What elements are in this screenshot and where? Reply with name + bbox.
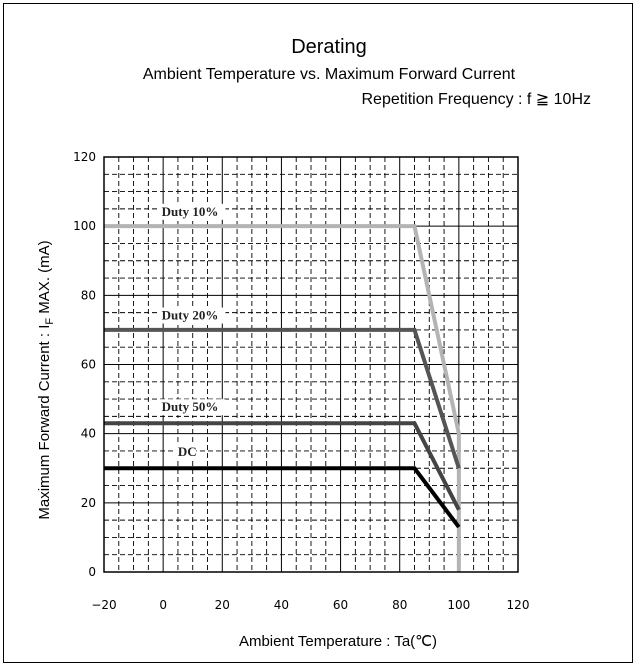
y-tick-label: 120 xyxy=(73,150,96,164)
x-tick-label: 80 xyxy=(392,598,407,612)
repetition-frequency-note: Repetition Frequency : f ≧ 10Hz xyxy=(361,91,591,108)
x-axis-label: Ambient Temperature : Ta(℃) xyxy=(239,633,437,650)
y-axis-label-subscript: F xyxy=(44,318,56,325)
y-axis-label-suffix: MAX. (mA) xyxy=(36,240,53,318)
series-label-bg-duty-20 xyxy=(158,307,226,324)
y-tick-label: 80 xyxy=(81,288,96,302)
plot-border xyxy=(103,156,519,573)
series-label-dc: DC xyxy=(178,444,197,459)
y-tick-label: 60 xyxy=(81,358,96,372)
series-label-bg-dc xyxy=(174,444,197,461)
y-axis-label-prefix: Maximum Forward Current : I xyxy=(36,325,53,520)
x-tick-label: 120 xyxy=(507,598,530,612)
y-tick-label: 0 xyxy=(88,565,96,579)
series-line-duty-20 xyxy=(104,327,461,469)
x-tick-label: 0 xyxy=(159,598,167,612)
series-label-bg-duty-50 xyxy=(158,399,226,416)
series-label-duty-10: Duty 10% xyxy=(162,204,219,219)
grid xyxy=(104,157,518,572)
chart-subtitle: Ambient Temperature vs. Maximum Forward … xyxy=(143,66,516,83)
series-line-dc xyxy=(104,466,461,529)
x-tick-label: −20 xyxy=(91,598,116,612)
tick-labels: −20 0 20 40 60 80 100 120 0 20 40 60 80 100 120 xyxy=(73,150,529,612)
y-tick-label: 100 xyxy=(73,219,96,233)
series-label-duty-50: Duty 50% xyxy=(162,399,219,414)
series-line-duty-10 xyxy=(104,224,461,572)
x-tick-label: 20 xyxy=(215,598,230,612)
y-tick-label: 20 xyxy=(81,496,96,510)
series-label-duty-20: Duty 20% xyxy=(162,308,219,323)
series-label-bg-duty-10 xyxy=(158,203,226,220)
series-labels: Duty 10% Duty 20% Duty 50% DC xyxy=(158,203,226,461)
y-tick-label: 40 xyxy=(81,427,96,441)
series-line-duty-50 xyxy=(104,421,461,511)
y-axis-label: Maximum Forward Current : IF MAX. (mA) xyxy=(36,240,56,519)
chart-frame xyxy=(3,3,633,663)
chart-title: Derating xyxy=(291,36,367,58)
x-tick-label: 40 xyxy=(274,598,289,612)
series-group xyxy=(104,224,461,572)
x-tick-label: 60 xyxy=(333,598,348,612)
x-tick-label: 100 xyxy=(447,598,470,612)
